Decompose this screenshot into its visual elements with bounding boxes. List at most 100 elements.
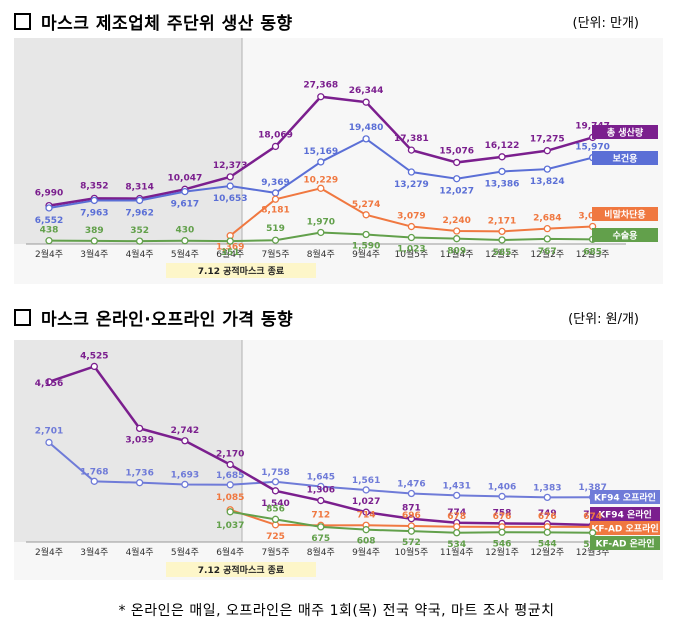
data-point (498, 167, 506, 176)
data-label: 351 (221, 248, 240, 258)
data-point (407, 168, 416, 176)
data-label: 17,275 (530, 135, 565, 145)
data-point (407, 527, 416, 535)
data-label: 10,047 (168, 173, 203, 183)
data-label: 1,758 (261, 468, 289, 478)
data-label: 712 (311, 510, 330, 520)
data-label: 3,079 (397, 212, 425, 222)
legend-label: 수술용 (613, 230, 638, 242)
price-line-chart: 2월4주 3월4주 4월4주 5월4주 6월4주 7월5주 8월4주 9월4주 10월5주 11월… (14, 340, 660, 577)
data-point (45, 204, 53, 212)
chart1-heading: 마스크 제조업체 주단위 생산 동향 (14, 9, 293, 34)
data-point (453, 235, 461, 243)
chart1-unit: (단위: 만개) (572, 16, 640, 31)
data-point (543, 528, 551, 536)
chart2-title: 마스크 온라인·오프라인 가격 동향 (41, 310, 294, 330)
footnote: * 온라인은 매일, 오프라인은 매주 1회(목) 전국 약국, 마트 조사 평… (118, 603, 555, 619)
data-point (90, 362, 98, 371)
data-label: 12,373 (213, 161, 248, 171)
data-label: 1,590 (352, 242, 380, 252)
data-point (226, 182, 234, 190)
data-point (271, 487, 280, 495)
legend-label: 비말차단용 (604, 209, 645, 221)
chart2-unit: (단위: 원/개) (568, 312, 639, 327)
data-label: 4,156 (35, 379, 63, 389)
data-label: 1,645 (307, 472, 335, 482)
data-label: 7,963 (80, 208, 108, 218)
data-label: 519 (266, 224, 285, 234)
data-point (317, 184, 325, 192)
data-point (498, 528, 506, 536)
data-label: 1,540 (261, 499, 289, 509)
data-label: 1,685 (216, 471, 244, 481)
data-point (498, 227, 506, 236)
x-tick-label: 8월4주 (307, 248, 335, 260)
chart2-panel: 2월4주 3월4주 4월4주 5월4주 6월4주 7월5주 8월4주 9월4주 10월5주 11월… (14, 340, 663, 580)
data-label: 572 (402, 538, 421, 548)
data-point (226, 237, 234, 245)
data-label: 774 (447, 508, 466, 518)
data-point (543, 225, 551, 233)
data-label: 676 (538, 512, 557, 522)
data-point (453, 158, 461, 167)
data-label: 2,170 (216, 450, 244, 460)
data-point (543, 235, 551, 243)
data-point (407, 515, 416, 523)
x-tick-label: 10월5주 (395, 248, 429, 260)
data-point (543, 165, 551, 173)
data-label: 438 (40, 226, 59, 236)
data-point (588, 529, 597, 537)
legend-label: 총 생산량 (607, 127, 644, 139)
legend-label: KF94 오프라인 (594, 492, 656, 504)
data-label: 676 (493, 512, 512, 522)
data-label: 430 (176, 226, 195, 236)
annotation-box (166, 263, 316, 278)
data-label: 871 (402, 504, 421, 514)
data-point (543, 147, 551, 155)
data-label: 13,386 (485, 179, 520, 189)
data-point (317, 482, 325, 491)
data-label: 2,701 (35, 426, 63, 436)
data-label: 6,552 (35, 216, 63, 226)
data-label: 1,768 (80, 467, 108, 477)
x-tick-label: 2월4주 (35, 546, 63, 558)
legend-badge (592, 151, 658, 165)
data-label: 1,023 (397, 245, 425, 255)
x-tick-label: 12월1주 (485, 546, 519, 558)
x-tick-label: 7월5주 (261, 546, 289, 558)
data-point (271, 478, 280, 486)
data-label: 1,970 (307, 217, 335, 227)
data-label: 27,368 (303, 81, 338, 91)
data-label: 15,169 (303, 147, 338, 157)
production-line-chart: 2월4주 3월4주 4월4주 5월4주 6월4주 7월5주 8월4주 9월4주 10월5주 11월… (14, 38, 658, 278)
data-label: 18,069 (258, 130, 293, 140)
x-tick-label: 12월3주 (576, 248, 610, 260)
x-tick-label: 5월4주 (171, 248, 199, 260)
data-point (271, 195, 280, 203)
data-point (271, 189, 280, 197)
legend-label: 보건용 (613, 153, 638, 165)
legend-badge (592, 125, 658, 139)
data-point (453, 523, 461, 531)
data-point (226, 460, 234, 469)
data-label: 1,369 (216, 243, 244, 253)
data-point (181, 237, 189, 245)
data-label: 749 (538, 509, 557, 519)
data-point (453, 529, 461, 537)
x-tick-label: 12월2주 (530, 248, 564, 260)
x-tick-label: 4월4주 (126, 248, 154, 260)
annotation-box (166, 562, 316, 577)
chart1-panel: 2월4주 3월4주 4월4주 5월4주 6월4주 7월5주 8월4주 9월4주 10월5주 11월… (14, 38, 663, 284)
data-label: 8,314 (125, 183, 153, 193)
x-tick-label: 9월4주 (352, 248, 380, 260)
data-label: 678 (447, 512, 466, 522)
data-label: 13,824 (530, 177, 565, 187)
data-point (317, 93, 325, 101)
data-label: 26,344 (349, 86, 384, 96)
chart2-heading: 마스크 온라인·오프라인 가격 동향 (14, 305, 293, 330)
data-point (317, 496, 325, 505)
data-label: 696 (402, 511, 421, 521)
data-point (498, 236, 506, 244)
checkbox-square-icon (14, 13, 31, 30)
data-label: 19,480 (349, 123, 384, 133)
